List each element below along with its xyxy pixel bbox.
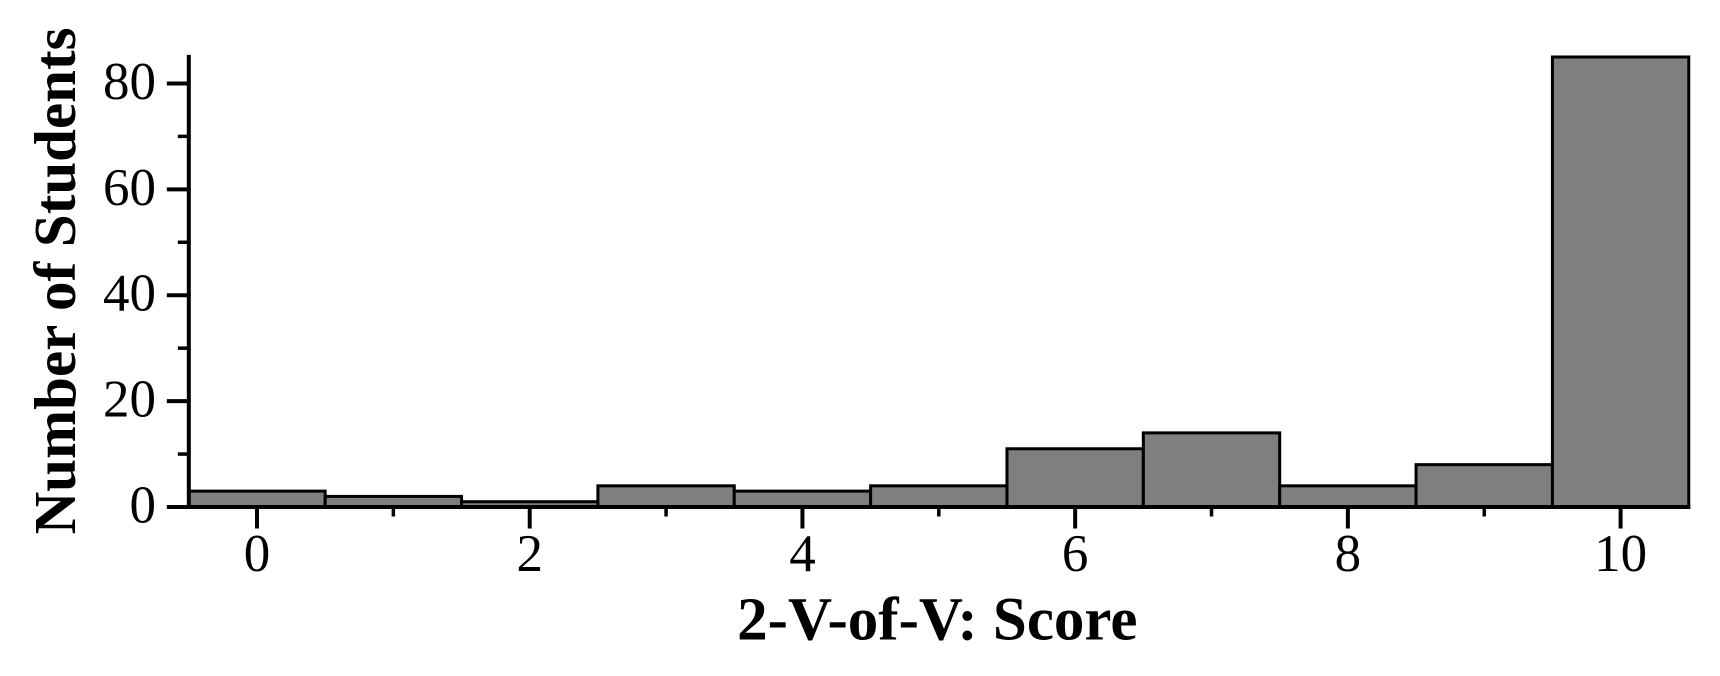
axes-group — [166, 54, 1691, 529]
bar-score-4 — [732, 489, 873, 509]
bar-score-9 — [1414, 463, 1554, 509]
bar-score-10 — [1550, 55, 1691, 509]
bar-score-7 — [1141, 431, 1282, 509]
y-tick-label-0: 0 — [130, 477, 157, 535]
y-tick-label-20: 20 — [103, 371, 156, 429]
x-tick-label-0: 0 — [244, 525, 271, 583]
x-tick-label-8: 8 — [1335, 525, 1362, 583]
bar-score-8 — [1278, 484, 1418, 509]
x-tick-label-2: 2 — [516, 525, 543, 583]
bar-score-0 — [187, 489, 327, 509]
bar-score-6 — [1005, 447, 1145, 509]
bars-group — [187, 55, 1691, 509]
x-tick-label-4: 4 — [789, 525, 816, 583]
y-tick-label-40: 40 — [103, 265, 156, 323]
x-tick-labels-group: 0 2 4 6 8 10 — [244, 525, 1647, 583]
y-tick-label-80: 80 — [103, 53, 156, 111]
y-tick-labels-group: 0 20 40 60 80 — [103, 53, 156, 535]
y-tick-label-60: 60 — [103, 159, 156, 217]
y-axis-title: Number of Students — [22, 27, 88, 534]
bar-score-3 — [596, 484, 736, 509]
bar-score-5 — [869, 484, 1009, 509]
x-tick-label-10: 10 — [1594, 525, 1647, 583]
x-tick-label-6: 6 — [1062, 525, 1089, 583]
x-axis-title: 2-V-of-V: Score — [737, 587, 1137, 654]
